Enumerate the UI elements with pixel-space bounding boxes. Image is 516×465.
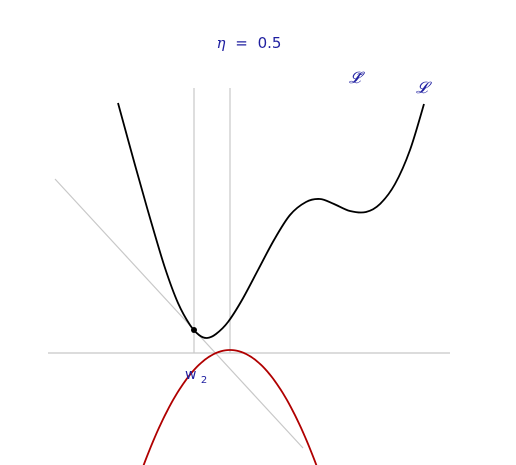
loss-curve-label: 𝓛 bbox=[416, 78, 432, 97]
equals-sign: = bbox=[235, 34, 248, 52]
w2-base: w bbox=[185, 367, 196, 383]
w2-subscript: 2 bbox=[201, 375, 207, 386]
surrogate-curve bbox=[142, 349, 318, 465]
w2-label: w 2 bbox=[185, 367, 207, 386]
current-point bbox=[191, 327, 197, 333]
learning-rate-value: 0.5 bbox=[258, 34, 282, 52]
loss-curve bbox=[117, 102, 425, 339]
diagram-title: η = 0.5 bbox=[217, 34, 282, 52]
eta-symbol: η bbox=[217, 34, 226, 52]
surrogate-curve-label: 𝓛̃ bbox=[349, 68, 365, 87]
tangent-line bbox=[54, 178, 304, 449]
